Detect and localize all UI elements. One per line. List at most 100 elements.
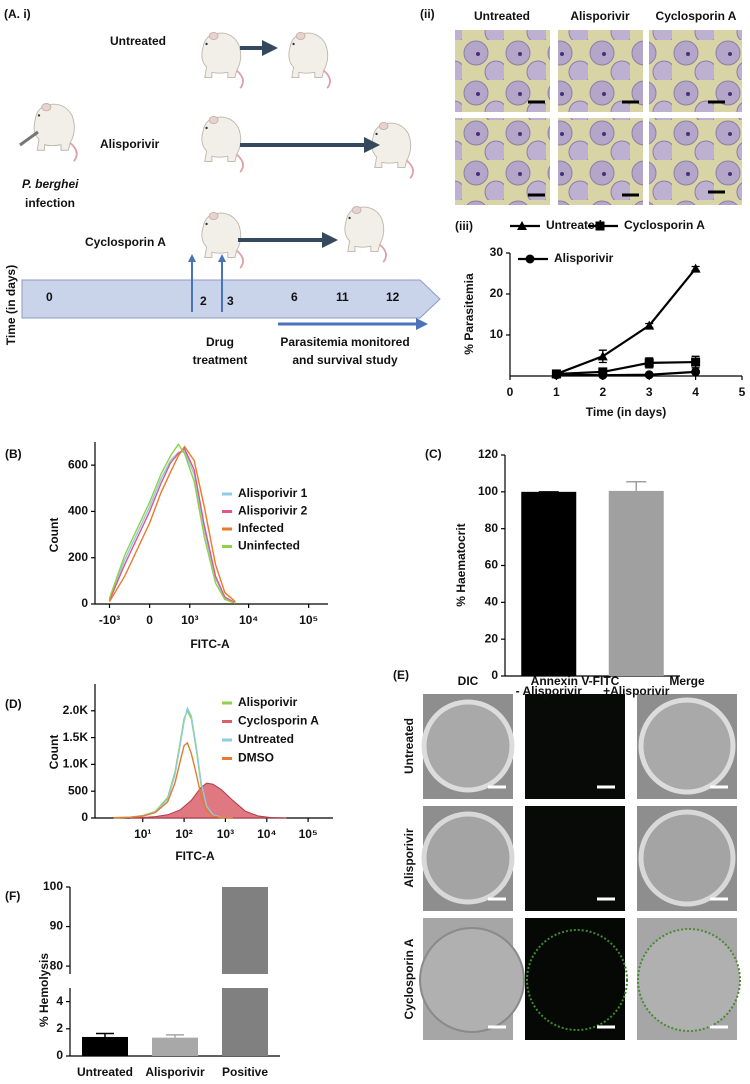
x-axis-label: Time (in days) bbox=[586, 405, 666, 419]
series-line bbox=[108, 443, 236, 604]
y-tick-label: 40 bbox=[485, 595, 499, 609]
y-tick-label: 80 bbox=[485, 521, 499, 535]
timeline bbox=[21, 279, 441, 319]
scale-bars bbox=[488, 785, 728, 1029]
legend-marker bbox=[517, 221, 527, 230]
marker bbox=[690, 263, 701, 273]
x-tick-label: Untreated bbox=[77, 1065, 133, 1079]
panel-label: (A. i) bbox=[4, 7, 31, 21]
y-axis-label: % Haematocrit bbox=[454, 523, 468, 606]
series-line bbox=[556, 370, 696, 377]
mouse-icon bbox=[200, 31, 244, 90]
day-label: 0 bbox=[46, 290, 53, 304]
x-tick-label: 3 bbox=[646, 385, 653, 399]
marker bbox=[644, 370, 654, 380]
monitor-label: Parasitemia monitored bbox=[280, 335, 409, 349]
y-tick-label: 100 bbox=[478, 484, 498, 498]
panel-label: (ii) bbox=[420, 7, 435, 21]
bar bbox=[222, 887, 268, 974]
panel-a: (A. i) Untreated Alisporivir Cyclosporin… bbox=[4, 7, 441, 367]
x-tick-label: 10⁵ bbox=[299, 613, 318, 627]
row-label: Cyclosporin A bbox=[402, 938, 416, 1019]
series-line bbox=[108, 445, 236, 603]
panel-label: (E) bbox=[393, 668, 409, 682]
y-tick-label: 500 bbox=[68, 783, 88, 797]
y-tick-label: 0 bbox=[81, 596, 88, 610]
monitor-label: and survival study bbox=[292, 353, 398, 367]
column-label: Alisporivir bbox=[570, 9, 630, 23]
y-tick-label: 0 bbox=[491, 668, 498, 682]
series-line bbox=[556, 360, 696, 376]
legend-marker bbox=[525, 254, 535, 264]
column-label: Cyclosporin A bbox=[656, 9, 737, 23]
y-tick-label: 20 bbox=[490, 286, 504, 300]
y-tick-label: 400 bbox=[68, 504, 88, 518]
legend-label: Alisporivir 1 bbox=[238, 486, 308, 500]
y-tick-label: 0 bbox=[81, 810, 88, 824]
marker bbox=[644, 358, 654, 368]
x-tick-label: 0 bbox=[507, 385, 514, 399]
legend-label: Infected bbox=[238, 521, 284, 535]
micrograph bbox=[649, 118, 742, 205]
drug-label: treatment bbox=[193, 353, 248, 367]
y-axis-label: % Parasitemia bbox=[462, 273, 476, 355]
scale-bars bbox=[528, 100, 725, 197]
panel-label: (F) bbox=[5, 889, 20, 903]
legend-label: Alisporivir 2 bbox=[238, 504, 308, 518]
day-label: 12 bbox=[386, 290, 400, 304]
micrograph bbox=[455, 118, 550, 205]
legend-label: DMSO bbox=[238, 751, 274, 765]
timeline-label: Time (in days) bbox=[4, 265, 18, 345]
marker bbox=[597, 351, 608, 361]
y-tick-label: 100 bbox=[43, 879, 63, 893]
series-line bbox=[108, 447, 236, 604]
bar bbox=[82, 1036, 128, 1056]
panel-label: (B) bbox=[5, 447, 22, 461]
micrograph bbox=[455, 30, 550, 112]
marker bbox=[551, 370, 561, 380]
day-label: 6 bbox=[291, 290, 298, 304]
legend-label: Cyclosporin A bbox=[238, 714, 319, 728]
legend-label: Alisporivir bbox=[554, 251, 614, 265]
marker bbox=[598, 370, 608, 380]
y-tick-label: 20 bbox=[485, 631, 499, 645]
x-axis-label: FITC-A bbox=[190, 637, 230, 651]
y-tick-label: 80 bbox=[50, 958, 64, 972]
panel-e: (E) DIC Annexin V-FITC Merge Untreated A… bbox=[393, 668, 741, 1040]
bar bbox=[608, 490, 664, 676]
marker bbox=[691, 357, 701, 367]
y-tick-label: 60 bbox=[485, 558, 499, 572]
column-label: DIC bbox=[458, 674, 479, 688]
micrograph bbox=[649, 30, 742, 112]
panel-label: (iii) bbox=[455, 219, 473, 233]
x-tick-label: - Alisporivir bbox=[516, 684, 583, 698]
day-label: 11 bbox=[336, 290, 349, 304]
legend-label: Untreated bbox=[238, 732, 294, 746]
error-bar bbox=[626, 480, 647, 491]
mouse-icon bbox=[33, 102, 78, 163]
legend-label: Uninfected bbox=[238, 539, 300, 553]
group-label: Cyclosporin A bbox=[85, 235, 166, 249]
y-tick-label: 120 bbox=[478, 447, 498, 461]
y-axis-label: Count bbox=[47, 735, 61, 770]
x-tick-label: 10⁵ bbox=[299, 827, 318, 841]
mouse-icon bbox=[200, 115, 244, 174]
bar bbox=[521, 491, 577, 676]
y-axis-label: % Hemolysis bbox=[37, 953, 51, 1027]
day-label: 2 bbox=[200, 294, 207, 308]
column-label: Untreated bbox=[474, 9, 530, 23]
row-label: Alisporivir bbox=[402, 828, 416, 888]
y-tick-label: 200 bbox=[68, 550, 88, 564]
column-label: Annexin V-FITC bbox=[531, 674, 620, 688]
x-axis-label: FITC-A bbox=[175, 849, 215, 863]
x-tick-label: Alisporivir bbox=[145, 1065, 205, 1079]
legend-marker bbox=[595, 221, 605, 231]
y-tick-label: 10 bbox=[490, 327, 504, 341]
x-tick-label: 10¹ bbox=[134, 827, 151, 841]
y-tick-label: 4 bbox=[56, 994, 63, 1008]
y-tick-label: 600 bbox=[68, 457, 88, 471]
x-tick-label: +Alisporivir bbox=[603, 684, 670, 698]
micrographs bbox=[419, 694, 741, 1040]
y-tick-label: 2 bbox=[56, 1021, 63, 1035]
